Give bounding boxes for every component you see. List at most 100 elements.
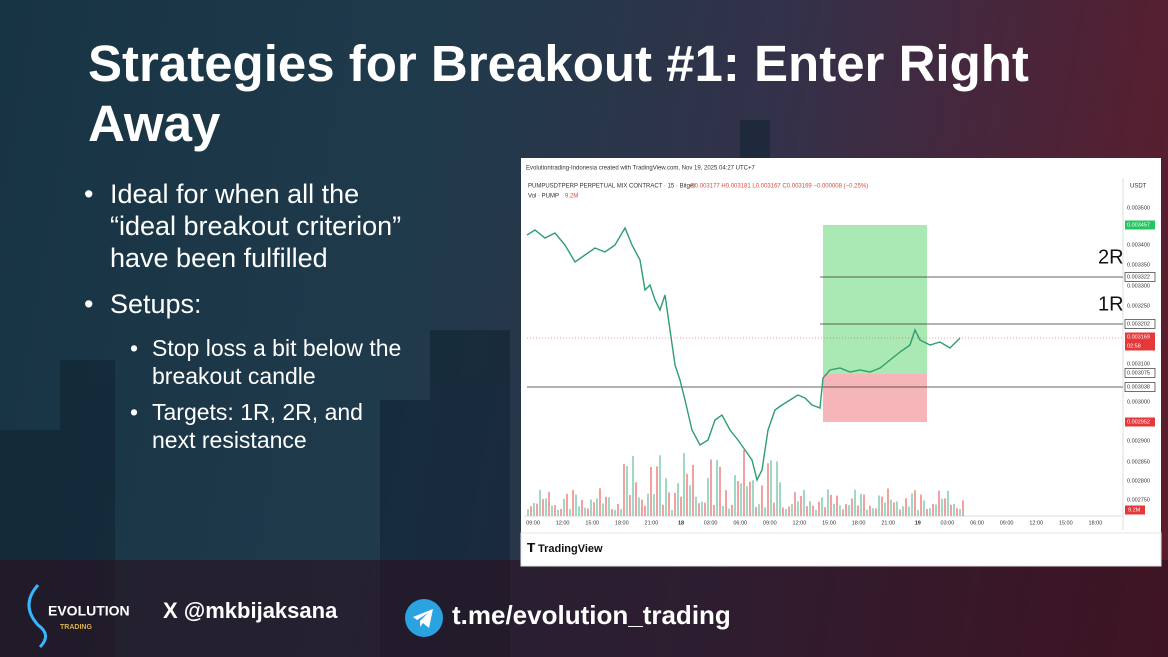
volume-bar	[713, 505, 715, 516]
volume-bar	[956, 508, 958, 516]
volume-bar	[572, 489, 574, 516]
price-label: 0.002750	[1127, 497, 1150, 503]
volume-bar	[647, 493, 649, 516]
time-label: 15:00	[585, 520, 599, 526]
volume-bar	[890, 499, 892, 516]
volume-bar	[959, 509, 961, 516]
volume-bar	[626, 466, 628, 516]
volume-bar	[833, 503, 835, 516]
time-label: 12:00	[556, 520, 570, 526]
time-label: 09:00	[1000, 520, 1014, 526]
volume-bar	[764, 507, 766, 516]
volume-bar	[899, 509, 901, 516]
time-label: 19	[915, 520, 921, 526]
profit-zone	[823, 225, 927, 374]
volume-bar	[830, 494, 832, 516]
volume-bar	[905, 498, 907, 516]
price-label: 0.003000	[1127, 399, 1150, 405]
price-label: 0.003169	[1127, 334, 1150, 340]
volume-bar	[653, 494, 655, 516]
volume-bar	[734, 475, 736, 516]
price-label: 02:58	[1127, 343, 1141, 349]
annotation-1r: 1R	[1098, 293, 1124, 315]
chart-screenshot: Evolutiontrading-Indonesia created with …	[520, 158, 1162, 567]
volume-bar	[803, 489, 805, 516]
volume-bar	[932, 504, 934, 516]
volume-bar	[542, 499, 544, 516]
volume-bar	[953, 503, 955, 516]
price-label: 0.003400	[1127, 242, 1150, 248]
volume-bar	[788, 506, 790, 516]
time-label: 03:00	[704, 520, 718, 526]
volume-bar	[593, 502, 595, 516]
volume-bar	[575, 494, 577, 516]
volume-bar	[611, 509, 613, 516]
volume-bar	[629, 495, 631, 516]
volume-bar	[527, 509, 529, 516]
volume-bar	[884, 502, 886, 516]
volume-bar	[941, 498, 943, 516]
volume-bar	[770, 460, 772, 516]
volume-bar	[641, 499, 643, 516]
volume-bar	[635, 482, 637, 516]
volume-bar	[656, 466, 658, 516]
chart-footer	[520, 532, 1162, 567]
volume-bar	[623, 463, 625, 516]
bullet-line: breakout candle	[152, 363, 316, 389]
volume-bar	[719, 466, 721, 516]
brand: TradingView	[538, 543, 603, 555]
time-label: 21:00	[881, 520, 895, 526]
volume-bar	[689, 485, 691, 516]
volume-bar	[728, 508, 730, 516]
volume-bar	[599, 488, 601, 516]
time-label: 12:00	[793, 520, 807, 526]
price-axis: 0.003500 0.003457 0.003400 0.003350 0.003322…	[1124, 205, 1156, 515]
volume-bar	[587, 508, 589, 516]
loss-zone	[823, 374, 927, 422]
volume-bar	[929, 508, 931, 516]
volume-bar	[668, 492, 670, 516]
volume-bar	[563, 498, 565, 516]
volume-bar	[686, 473, 688, 516]
volume-bar	[812, 505, 814, 516]
volume-bar	[791, 503, 793, 516]
price-label: 0.003038	[1127, 384, 1150, 390]
volume-bar	[644, 505, 646, 516]
volume-bar	[836, 495, 838, 516]
price-label: 0.002952	[1127, 419, 1150, 425]
volume-bar	[536, 503, 538, 516]
price-label: 0.003100	[1127, 361, 1150, 367]
volume-bar	[617, 503, 619, 516]
volume-bar	[698, 503, 700, 516]
volume-bar	[785, 509, 787, 516]
annotation-2r: 2R	[1098, 246, 1124, 268]
price-label: 0.003250	[1127, 303, 1150, 309]
bullet-list: Ideal for when all the “ideal breakout c…	[84, 178, 401, 454]
volume-bar	[821, 497, 823, 516]
volume-bar	[935, 504, 937, 516]
volume-bar	[740, 483, 742, 516]
volume-bar	[752, 480, 754, 516]
volume-bar	[620, 509, 622, 516]
price-trace	[526, 226, 961, 483]
volume-bar	[545, 498, 547, 516]
volume-bar	[887, 488, 889, 516]
volume-bar	[857, 505, 859, 516]
volume-bar	[737, 481, 739, 516]
volume-bar	[878, 495, 880, 516]
bullet: Ideal for when all the “ideal breakout c…	[84, 178, 401, 274]
volume-bar	[707, 477, 709, 516]
volume-bar	[869, 505, 871, 516]
volume-bar	[827, 489, 829, 516]
telegram-link[interactable]: t.me/evolution_trading	[452, 600, 731, 630]
volume-bar	[581, 499, 583, 516]
volume-bar	[530, 506, 532, 516]
volume-bar	[716, 459, 718, 516]
price-label: 0.003457	[1127, 222, 1150, 228]
volume-bar	[767, 463, 769, 516]
volume-bar	[596, 498, 598, 516]
volume-bar	[584, 507, 586, 516]
price-label-box	[1124, 382, 1156, 392]
